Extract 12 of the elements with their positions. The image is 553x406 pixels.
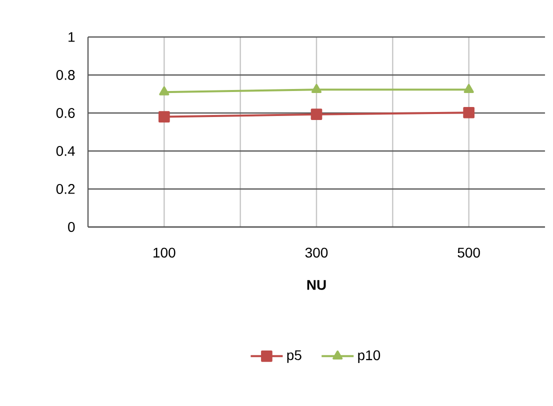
legend-label: p10 (358, 350, 380, 363)
x-axis-title: NU (307, 280, 326, 290)
y-tick-label: 0.8 (56, 70, 75, 80)
y-tick-label: 0.6 (56, 108, 75, 118)
y-tick-label: 0.4 (56, 146, 75, 156)
y-tick-label: 1 (68, 32, 75, 42)
x-tick-label: 100 (154, 248, 176, 258)
x-tick-label: 500 (458, 248, 480, 258)
legend-label: p5 (287, 350, 302, 363)
y-tick-label: 0.2 (56, 184, 75, 194)
x-tick-label: 300 (305, 248, 328, 258)
y-tick-label: 0 (68, 222, 75, 232)
